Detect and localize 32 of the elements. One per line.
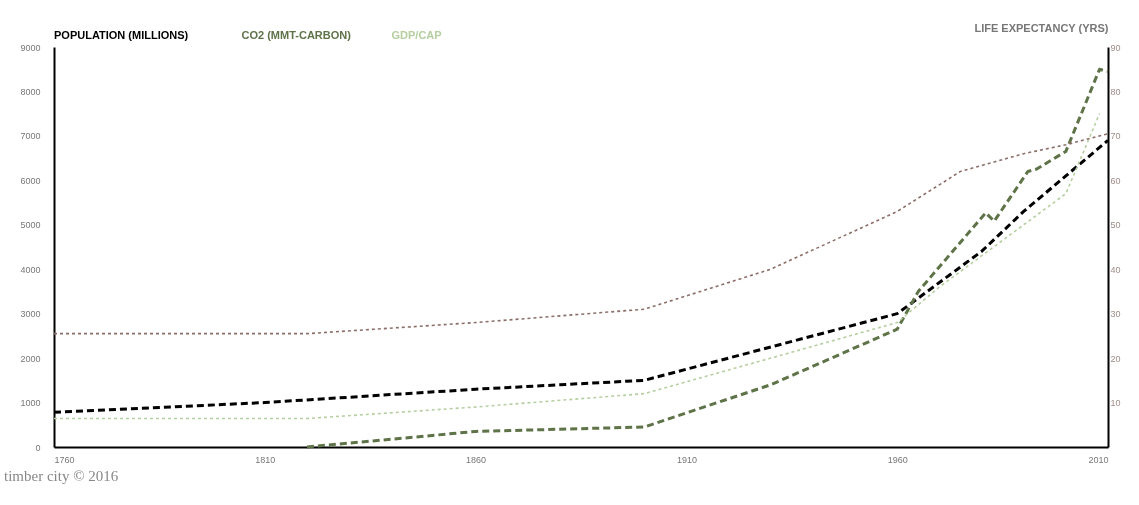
x-tick-label: 1860 xyxy=(466,454,487,465)
y2-tick-label: 30 xyxy=(1110,309,1121,320)
y-tick-label: 5000 xyxy=(20,220,41,231)
y-tick-label: 1000 xyxy=(20,398,41,409)
y2-tick-label: 20 xyxy=(1110,353,1121,364)
text: CO2 (MMT-CARBON) xyxy=(241,29,352,41)
x-tick-label: 1910 xyxy=(676,454,697,465)
text: timber city © 2016 xyxy=(4,468,119,484)
line-series xyxy=(305,67,1110,449)
y-tick-label: 9000 xyxy=(20,42,41,53)
y-tick-label: 6000 xyxy=(20,175,41,186)
x-tick-label: 1760 xyxy=(54,454,75,465)
y2-tick-label: 80 xyxy=(1110,86,1121,97)
y-tick-label: 0 xyxy=(35,442,41,453)
text: POPULATION (MILLIONS) xyxy=(54,29,189,41)
x-tick-label: 1960 xyxy=(887,454,908,465)
line-series xyxy=(53,132,1109,335)
text: GDP/CAP xyxy=(391,29,442,41)
y-tick-label: 4000 xyxy=(20,264,41,275)
x-tick-label: 1810 xyxy=(255,454,276,465)
y-tick-label: 2000 xyxy=(20,353,41,364)
y2-axis-title: LIFE EXPECTANCY (YRS) xyxy=(974,21,1109,34)
y2-tick-label: 70 xyxy=(1110,131,1121,142)
y2-tick-label: 10 xyxy=(1110,398,1121,409)
y-tick-label: 3000 xyxy=(20,309,41,320)
y2-tick-label: 40 xyxy=(1110,264,1121,275)
y2-tick-label: 90 xyxy=(1110,42,1121,53)
x-tick-label: 2010 xyxy=(1088,454,1109,465)
y-tick-label: 7000 xyxy=(20,131,41,142)
y2-tick-label: 50 xyxy=(1110,220,1121,231)
y-tick-label: 8000 xyxy=(20,86,41,97)
y2-tick-label: 60 xyxy=(1110,175,1121,186)
